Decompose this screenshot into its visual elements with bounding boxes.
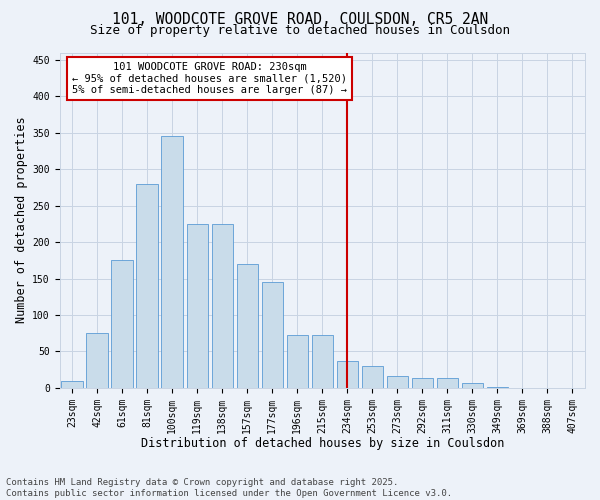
- Text: Size of property relative to detached houses in Coulsdon: Size of property relative to detached ho…: [90, 24, 510, 37]
- Bar: [311, 336, 333, 388]
- Bar: [412, 378, 433, 388]
- Bar: [337, 361, 358, 388]
- Bar: [462, 384, 483, 388]
- Y-axis label: Number of detached properties: Number of detached properties: [15, 117, 28, 324]
- Bar: [61, 380, 83, 388]
- Bar: [362, 366, 383, 388]
- Bar: [136, 184, 158, 388]
- Bar: [86, 333, 107, 388]
- Bar: [487, 387, 508, 388]
- Bar: [262, 282, 283, 388]
- Bar: [212, 224, 233, 388]
- Bar: [437, 378, 458, 388]
- Bar: [161, 136, 183, 388]
- Bar: [287, 336, 308, 388]
- Bar: [236, 264, 258, 388]
- X-axis label: Distribution of detached houses by size in Coulsdon: Distribution of detached houses by size …: [140, 437, 504, 450]
- Text: Contains HM Land Registry data © Crown copyright and database right 2025.
Contai: Contains HM Land Registry data © Crown c…: [6, 478, 452, 498]
- Bar: [187, 224, 208, 388]
- Bar: [386, 376, 408, 388]
- Text: 101, WOODCOTE GROVE ROAD, COULSDON, CR5 2AN: 101, WOODCOTE GROVE ROAD, COULSDON, CR5 …: [112, 12, 488, 26]
- Bar: [112, 260, 133, 388]
- Text: 101 WOODCOTE GROVE ROAD: 230sqm
← 95% of detached houses are smaller (1,520)
5% : 101 WOODCOTE GROVE ROAD: 230sqm ← 95% of…: [72, 62, 347, 95]
